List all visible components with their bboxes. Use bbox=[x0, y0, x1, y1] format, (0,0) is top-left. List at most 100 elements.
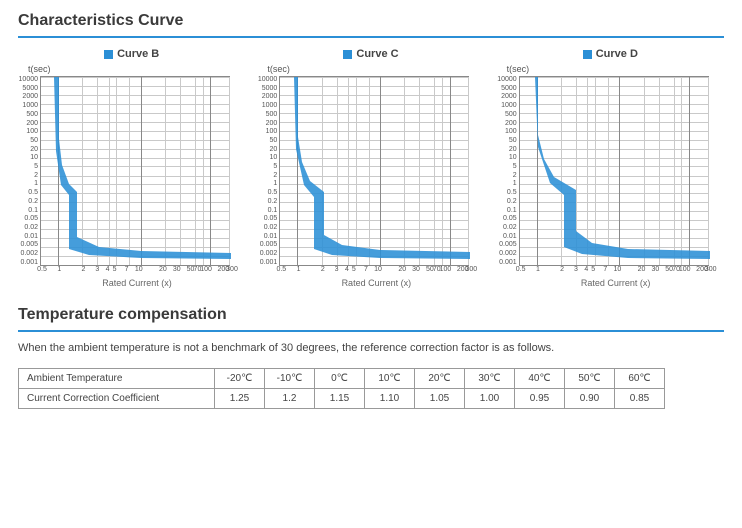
x-tick-label: 4 bbox=[106, 266, 110, 273]
legend-square-icon bbox=[343, 50, 352, 59]
y-tick-label: 0.1 bbox=[497, 207, 517, 214]
chart-block: Curve Bt(sec)100005000200010005002001005… bbox=[18, 48, 245, 288]
section-title-temp: Temperature compensation bbox=[18, 306, 724, 332]
chart-area: 100005000200010005002001005020105210.50.… bbox=[257, 76, 484, 266]
y-tick-label: 0.1 bbox=[257, 207, 277, 214]
x-tick-label: 3 bbox=[95, 266, 99, 273]
x-axis-label: Rated Current (x) bbox=[521, 278, 711, 288]
table-cell-temp: 20℃ bbox=[415, 369, 465, 389]
y-tick-label: 100 bbox=[18, 128, 38, 135]
x-tick-label: 7 bbox=[125, 266, 129, 273]
y-tick-label: 20 bbox=[257, 146, 277, 153]
y-tick-label: 5000 bbox=[257, 85, 277, 92]
y-tick-label: 5 bbox=[18, 163, 38, 170]
y-tick-label: 20 bbox=[18, 146, 38, 153]
y-tick-label: 1 bbox=[257, 180, 277, 187]
x-tick-label: 30 bbox=[651, 266, 659, 273]
y-tick-label: 200 bbox=[257, 120, 277, 127]
x-tick-label: 0.5 bbox=[516, 266, 526, 273]
curve-svg bbox=[520, 77, 710, 267]
y-tick-label: 0.01 bbox=[18, 233, 38, 240]
x-tick-label: 4 bbox=[345, 266, 349, 273]
y-ticks: 100005000200010005002001005020105210.50.… bbox=[18, 76, 40, 266]
y-tick-label: 10000 bbox=[497, 76, 517, 83]
y-tick-label: 500 bbox=[497, 111, 517, 118]
y-tick-label: 200 bbox=[497, 120, 517, 127]
y-tick-label: 0.05 bbox=[257, 215, 277, 222]
table-cell-coeff: 0.95 bbox=[515, 389, 565, 409]
x-tick-label: 0.5 bbox=[276, 266, 286, 273]
y-tick-label: 10000 bbox=[18, 76, 38, 83]
y-tick-label: 0.1 bbox=[18, 207, 38, 214]
table-cell-temp: 30℃ bbox=[465, 369, 515, 389]
table-cell-coeff: 1.00 bbox=[465, 389, 515, 409]
x-tick-label: 20 bbox=[398, 266, 406, 273]
table-cell-temp: 60℃ bbox=[615, 369, 665, 389]
y-tick-label: 5 bbox=[497, 163, 517, 170]
table-cell-coeff: 1.05 bbox=[415, 389, 465, 409]
y-tick-label: 50 bbox=[257, 137, 277, 144]
y-tick-label: 1000 bbox=[257, 102, 277, 109]
y-tick-label: 100 bbox=[497, 128, 517, 135]
curve-band bbox=[54, 77, 231, 259]
table-cell-coeff: 0.85 bbox=[615, 389, 665, 409]
x-tick-label: 2 bbox=[321, 266, 325, 273]
x-tick-label: 2 bbox=[82, 266, 86, 273]
legend-square-icon bbox=[583, 50, 592, 59]
chart-title: Curve D bbox=[596, 48, 638, 60]
y-tick-label: 0.01 bbox=[257, 233, 277, 240]
x-tick-label: 10 bbox=[613, 266, 621, 273]
table-cell-coeff: 1.25 bbox=[215, 389, 265, 409]
y-axis-label: t(sec) bbox=[507, 64, 724, 74]
y-tick-label: 0.005 bbox=[497, 241, 517, 248]
y-tick-label: 0.001 bbox=[497, 259, 517, 266]
table-cell-temp: 40℃ bbox=[515, 369, 565, 389]
section-title-curves: Characteristics Curve bbox=[18, 12, 724, 38]
chart-legend: Curve C bbox=[257, 48, 484, 60]
y-tick-label: 200 bbox=[18, 120, 38, 127]
y-tick-label: 0.001 bbox=[18, 259, 38, 266]
table-cell-coeff: 0.90 bbox=[565, 389, 615, 409]
y-tick-label: 0.02 bbox=[257, 224, 277, 231]
y-tick-label: 500 bbox=[18, 111, 38, 118]
table-cell-temp: -20℃ bbox=[215, 369, 265, 389]
y-tick-label: 10 bbox=[18, 154, 38, 161]
curve-band bbox=[294, 77, 470, 259]
temp-note: When the ambient temperature is not a be… bbox=[18, 342, 724, 354]
table-cell-coeff: 1.15 bbox=[315, 389, 365, 409]
y-tick-label: 0.002 bbox=[257, 250, 277, 257]
y-tick-label: 2 bbox=[18, 172, 38, 179]
y-tick-label: 2000 bbox=[257, 93, 277, 100]
y-tick-label: 0.2 bbox=[18, 198, 38, 205]
x-tick-label: 1 bbox=[297, 266, 301, 273]
x-tick-label: 20 bbox=[638, 266, 646, 273]
x-tick-label: 2 bbox=[560, 266, 564, 273]
y-tick-label: 0.05 bbox=[497, 215, 517, 222]
chart-area: 100005000200010005002001005020105210.50.… bbox=[497, 76, 724, 266]
y-ticks: 100005000200010005002001005020105210.50.… bbox=[497, 76, 519, 266]
y-axis-label: t(sec) bbox=[28, 64, 245, 74]
x-tick-label: 20 bbox=[159, 266, 167, 273]
y-tick-label: 1 bbox=[497, 180, 517, 187]
table-cell-temp: 0℃ bbox=[315, 369, 365, 389]
x-ticks: 0.51234571020305070100200300 bbox=[42, 266, 232, 276]
x-tick-label: 300 bbox=[465, 266, 477, 273]
y-tick-label: 2 bbox=[257, 172, 277, 179]
y-tick-label: 5 bbox=[257, 163, 277, 170]
table-cell-temp: -10℃ bbox=[265, 369, 315, 389]
y-tick-label: 0.02 bbox=[18, 224, 38, 231]
x-tick-label: 5 bbox=[352, 266, 356, 273]
y-tick-label: 100 bbox=[257, 128, 277, 135]
y-tick-label: 0.05 bbox=[18, 215, 38, 222]
y-tick-label: 500 bbox=[257, 111, 277, 118]
y-tick-label: 1000 bbox=[497, 102, 517, 109]
y-tick-label: 0.01 bbox=[497, 233, 517, 240]
y-tick-label: 10000 bbox=[257, 76, 277, 83]
table-cell-coeff: 1.10 bbox=[365, 389, 415, 409]
y-tick-label: 1000 bbox=[18, 102, 38, 109]
x-tick-label: 10 bbox=[374, 266, 382, 273]
y-tick-label: 2 bbox=[497, 172, 517, 179]
y-tick-label: 2000 bbox=[18, 93, 38, 100]
y-tick-label: 50 bbox=[18, 137, 38, 144]
x-tick-label: 10 bbox=[135, 266, 143, 273]
